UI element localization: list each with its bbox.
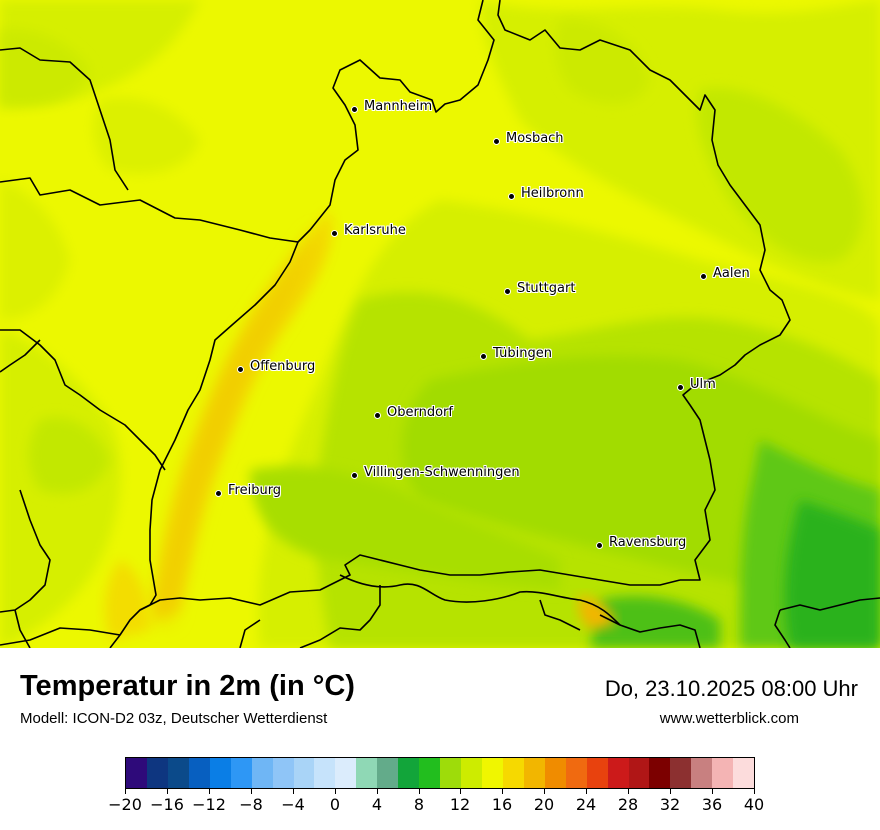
legend-swatch [377,758,399,788]
city-marker [236,365,244,373]
legend-swatch [440,758,461,788]
legend-swatch [251,758,273,788]
legend-tick-label: −4 [281,795,305,814]
legend-swatch [586,758,608,788]
legend-swatch [691,758,713,788]
border-lines [0,0,880,648]
legend-tick [712,789,713,794]
forecast-datetime: Do, 23.10.2025 08:00 Uhr [604,676,858,701]
legend-tick [293,789,294,794]
temperature-field [0,0,880,648]
legend-tick [251,789,252,794]
legend-swatch [167,758,189,788]
legend-swatch [293,758,315,788]
legend-swatch [481,758,503,788]
legend-tick-label: −20 [108,795,142,814]
legend-tick [335,789,336,794]
city-marker [373,411,381,419]
legend-tick-label: 8 [413,795,425,814]
color-scale-legend [125,757,755,789]
city-label: Villingen-Schwenningen [364,465,520,480]
legend-swatch [335,758,357,788]
city-marker [479,352,487,360]
legend-tick-label: 12 [449,795,471,814]
city-marker [330,229,338,237]
legend-swatch [209,758,231,788]
legend-tick [586,789,587,794]
city-marker [507,192,515,200]
legend-swatch [628,758,650,788]
legend-tick [754,789,755,794]
legend-swatch [523,758,545,788]
city-label: Stuttgart [517,281,576,296]
legend-tick-label: 28 [617,795,639,814]
legend-swatch [398,758,420,788]
city-marker [503,287,511,295]
city-marker [214,489,222,497]
legend-tick-label: 32 [659,795,681,814]
city-label: Karlsruhe [344,223,406,238]
legend-tick [377,789,378,794]
city-label: Heilbronn [521,186,584,201]
city-marker [350,471,358,479]
legend-tick-label: 0 [329,795,341,814]
legend-tick-label: 36 [701,795,723,814]
legend-tick-label: −12 [192,795,226,814]
city-label: Freiburg [228,483,282,498]
legend-swatch [419,758,441,788]
legend-tick [670,789,671,794]
city-label: Ravensburg [609,535,687,550]
city-marker [676,383,684,391]
model-info: Modell: ICON-D2 03z, Deutscher Wetterdie… [20,710,328,727]
city-label: Oberndorf [387,405,453,420]
temperature-map [0,0,880,648]
legend-swatch [188,758,210,788]
legend-swatch [272,758,294,788]
city-label: Aalen [713,266,750,281]
city-label: Offenburg [250,359,316,374]
legend-tick [167,789,168,794]
legend-swatch [356,758,378,788]
legend-tick [419,789,420,794]
city-label: Ulm [690,377,716,392]
legend-swatch [544,758,566,788]
legend-tick [209,789,210,794]
legend-swatch [733,758,755,788]
legend-tick-label: 40 [743,795,765,814]
legend-swatch [146,758,168,788]
city-label: Mannheim [364,99,433,114]
legend-swatch [649,758,671,788]
legend-swatch [314,758,336,788]
legend-tick [502,789,503,794]
legend-swatch [712,758,734,788]
city-marker [595,541,603,549]
legend-swatch [502,758,524,788]
city-label: Tübingen [493,346,552,361]
legend-swatch [565,758,587,788]
city-marker [350,105,358,113]
legend-tick-label: 16 [491,795,513,814]
legend-tick [125,789,126,794]
legend-tick-label: 20 [533,795,555,814]
legend-tick-label: 4 [371,795,383,814]
city-marker [699,272,707,280]
legend-tick-label: −16 [150,795,184,814]
legend-swatch [461,758,482,788]
legend-swatch [670,758,692,788]
city-label: Mosbach [506,131,564,146]
map-title: Temperatur in 2m (in °C) [20,670,355,702]
legend-tick [544,789,545,794]
legend-tick [460,789,461,794]
legend-tick-label: 24 [575,795,597,814]
legend-tick [628,789,629,794]
legend-swatch [126,758,147,788]
legend-swatch [607,758,629,788]
website-link[interactable]: www.wetterblick.com [659,710,799,727]
legend-swatch [230,758,252,788]
city-marker [492,137,500,145]
color-scale-ticks: −20 −16 −12 −8 −4 0 4 8 12 16 20 24 28 32 36 40 [108,789,764,819]
legend-tick-label: −8 [239,795,263,814]
